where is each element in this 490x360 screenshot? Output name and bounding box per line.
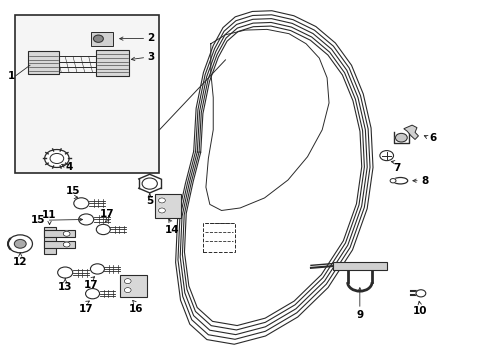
Bar	[155, 194, 181, 218]
Text: 9: 9	[356, 310, 364, 320]
Text: 1: 1	[8, 71, 15, 81]
Circle shape	[124, 279, 131, 284]
Text: 15: 15	[31, 215, 46, 225]
Bar	[44, 241, 75, 248]
Circle shape	[159, 198, 165, 203]
Text: 4: 4	[65, 162, 73, 172]
Text: 16: 16	[129, 304, 144, 314]
Circle shape	[50, 153, 64, 163]
Text: 7: 7	[393, 163, 400, 173]
Text: 10: 10	[413, 306, 427, 316]
Text: 3: 3	[147, 52, 154, 62]
Text: 12: 12	[13, 257, 27, 267]
Polygon shape	[404, 125, 418, 139]
Text: 17: 17	[84, 280, 98, 291]
Text: 6: 6	[430, 133, 437, 143]
Circle shape	[124, 288, 131, 293]
Text: 17: 17	[79, 304, 94, 314]
Circle shape	[416, 290, 426, 297]
Bar	[96, 50, 129, 76]
Ellipse shape	[393, 177, 408, 184]
Text: 17: 17	[100, 210, 115, 220]
Circle shape	[8, 235, 32, 253]
Text: 13: 13	[58, 282, 73, 292]
Bar	[44, 226, 56, 253]
Circle shape	[63, 231, 70, 236]
Circle shape	[159, 208, 165, 213]
Bar	[203, 223, 235, 252]
Circle shape	[94, 35, 103, 42]
Bar	[27, 51, 59, 74]
Circle shape	[390, 179, 396, 183]
Bar	[121, 275, 147, 297]
Circle shape	[97, 224, 110, 235]
Circle shape	[45, 149, 69, 167]
Bar	[15, 15, 159, 173]
Circle shape	[74, 198, 89, 209]
Text: 11: 11	[41, 210, 56, 220]
Bar	[333, 262, 387, 270]
Text: 5: 5	[146, 196, 153, 206]
Text: 15: 15	[66, 186, 80, 196]
Text: 8: 8	[421, 176, 428, 186]
Circle shape	[380, 150, 393, 161]
Circle shape	[14, 239, 26, 248]
Circle shape	[86, 289, 99, 299]
Text: 2: 2	[147, 33, 154, 43]
Circle shape	[58, 267, 73, 278]
Bar	[44, 230, 75, 237]
Circle shape	[395, 134, 407, 142]
Circle shape	[91, 264, 104, 274]
Circle shape	[63, 242, 70, 247]
Circle shape	[79, 214, 94, 225]
Circle shape	[142, 178, 157, 189]
Text: 14: 14	[165, 225, 179, 235]
Bar	[91, 32, 113, 45]
